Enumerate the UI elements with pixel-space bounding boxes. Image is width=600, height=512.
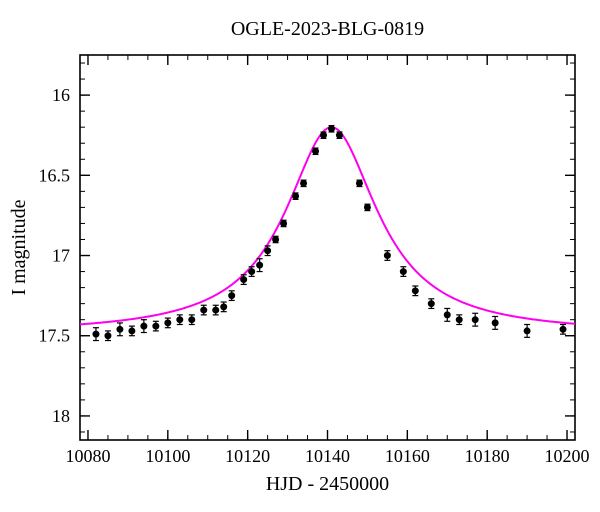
x-tick-label: 10140 [305,446,350,466]
data-point [356,180,362,186]
data-point [105,333,111,339]
data-point [229,293,235,299]
data-point [241,277,247,283]
data-point [328,126,334,132]
data-point [336,132,342,138]
chart-svg: 10080 10100 10120 10140 10160 10180 10200 16 16.… [0,0,600,512]
data-point [273,236,279,242]
data-point [313,148,319,154]
data-point [257,262,263,268]
y-tick-label: 17 [52,246,70,266]
lightcurve-chart: 10080 10100 10120 10140 10160 10180 10200 16 16.… [0,0,600,512]
chart-title: OGLE-2023-BLG-0819 [231,18,424,40]
data-point [293,193,299,199]
y-tick-label: 18 [52,406,70,426]
data-point [249,269,255,275]
y-tick-label: 16.5 [39,165,71,185]
data-point [221,304,227,310]
data-point [153,323,159,329]
data-point [472,317,478,323]
data-point [456,317,462,323]
y-tick-label: 17.5 [39,326,71,346]
data-point [129,328,135,334]
x-tick-label: 10160 [385,446,430,466]
x-tick-label: 10080 [65,446,110,466]
data-point [213,307,219,313]
x-tick-label: 10200 [545,446,590,466]
y-tick-label: 16 [52,85,70,105]
data-point [201,307,207,313]
data-point [444,312,450,318]
x-axis-label: HJD - 2450000 [266,473,389,495]
data-point [492,320,498,326]
data-point [384,253,390,259]
x-tick-label: 10180 [465,446,510,466]
data-point [560,326,566,332]
y-axis-label: I magnitude [8,199,30,295]
data-point [364,204,370,210]
data-point [281,220,287,226]
data-point [117,326,123,332]
data-point [177,317,183,323]
data-point [301,180,307,186]
data-point [428,301,434,307]
data-point [321,132,327,138]
data-point [524,328,530,334]
data-point [189,317,195,323]
data-point [165,320,171,326]
data-point [400,269,406,275]
data-point [265,248,271,254]
data-point [93,331,99,337]
data-point [141,323,147,329]
x-tick-label: 10120 [225,446,270,466]
data-point [412,288,418,294]
x-tick-label: 10100 [145,446,190,466]
